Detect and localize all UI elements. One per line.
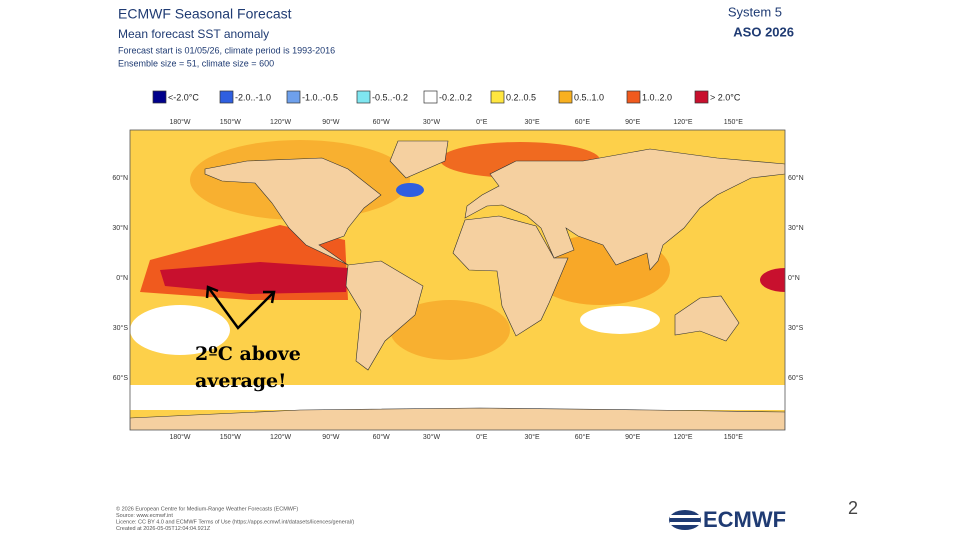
footer-line: Created at 2026-05-05T12:04:04.921Z xyxy=(116,526,211,532)
lon-label: 60°W xyxy=(373,118,391,126)
footer-line: Licence: CC BY 4.0 and ECMWF Terms of Us… xyxy=(116,519,354,525)
legend-label: > 2.0°C xyxy=(710,92,741,102)
lon-label: 90°W xyxy=(322,433,340,441)
ensemble-info: Ensemble size = 51, climate size = 600 xyxy=(118,58,274,68)
annotation-arrows xyxy=(205,285,276,330)
legend-swatch xyxy=(219,90,234,104)
legend-swatch xyxy=(423,90,438,104)
footer-line: © 2026 European Centre for Medium-Range … xyxy=(116,505,298,512)
title: ECMWF Seasonal Forecast xyxy=(118,6,292,22)
land xyxy=(130,140,785,430)
lon-label: 180°W xyxy=(169,433,190,441)
lat-label: 30°S xyxy=(788,324,804,332)
lat-label: 0°N xyxy=(116,274,128,282)
lon-label: 90°E xyxy=(625,118,641,126)
lon-label: 150°E xyxy=(724,433,743,441)
lat-label: 60°N xyxy=(112,174,128,182)
lon-label: 60°W xyxy=(373,433,391,441)
lon-label: 30°W xyxy=(423,433,441,441)
lon-label: 90°W xyxy=(322,118,340,126)
legend-swatch xyxy=(694,90,709,104)
anomaly-area xyxy=(390,300,510,360)
legend-swatch xyxy=(626,90,641,104)
lat-label: 60°S xyxy=(113,374,129,382)
anomaly-area xyxy=(760,268,785,292)
legend-label: <-2.0°C xyxy=(168,92,199,102)
lon-label: 60°E xyxy=(575,118,591,126)
legend-swatch xyxy=(356,90,371,104)
system: System 5 xyxy=(728,4,782,19)
lon-label: 150°W xyxy=(220,118,241,126)
legend-label: -2.0..-1.0 xyxy=(235,92,271,102)
legend-label: -0.5..-0.2 xyxy=(372,92,408,102)
lon-label: 150°W xyxy=(220,433,241,441)
lon-label: 120°E xyxy=(673,433,692,441)
page-number: 2 xyxy=(848,498,858,518)
lon-label: 30°W xyxy=(423,118,441,126)
logo-text: ECMWF xyxy=(703,507,786,532)
anomaly-area xyxy=(130,385,785,410)
lat-label: 60°N xyxy=(788,174,804,182)
forecast-info: Forecast start is 01/05/26, climate peri… xyxy=(118,45,335,55)
lat-label: 0°N xyxy=(788,274,800,282)
anomaly-area xyxy=(580,306,660,334)
lat-labels: 60°N 60°N 30°N 30°N 0°N 0°N 30°S 30°S 60°S 60°S xyxy=(112,174,803,382)
footer-line: Source: www.ecmwf.int xyxy=(116,513,173,519)
legend-swatch xyxy=(490,90,505,104)
lon-label: 0°E xyxy=(476,433,488,441)
legend-label: -1.0..-0.5 xyxy=(302,92,338,102)
lon-label: 90°E xyxy=(625,433,641,441)
lon-label: 120°W xyxy=(270,433,291,441)
lon-label: 180°W xyxy=(169,118,190,126)
lat-label: 30°N xyxy=(788,224,804,232)
legend-label: 0.2..0.5 xyxy=(506,92,536,102)
footer: © 2026 European Centre for Medium-Range … xyxy=(116,505,354,532)
lat-label: 30°S xyxy=(113,324,129,332)
annotation: 2ºC above xyxy=(195,343,301,365)
lon-label: 120°E xyxy=(673,118,692,126)
lon-label: 120°W xyxy=(270,118,291,126)
lon-label: 30°E xyxy=(524,118,540,126)
legend: <-2.0°C -2.0..-1.0 -1.0..-0.5 -0.5..-0.2 -0.… xyxy=(152,90,741,104)
lon-labels: 180°W 180°W 150°W 150°W 120°W 120°W 90°W 90°W 60… xyxy=(169,118,743,441)
legend-swatch xyxy=(286,90,301,104)
anomaly-area xyxy=(130,305,230,355)
legend-label: 0.5..1.0 xyxy=(574,92,604,102)
logo: ECMWF xyxy=(669,507,786,532)
lon-label: 0°E xyxy=(476,118,488,126)
annotation: average! xyxy=(195,370,286,392)
lon-label: 30°E xyxy=(524,433,540,441)
legend-label: -0.2..0.2 xyxy=(439,92,472,102)
lon-label: 60°E xyxy=(575,433,591,441)
lat-label: 30°N xyxy=(112,224,128,232)
lat-label: 60°S xyxy=(788,374,804,382)
lon-label: 150°E xyxy=(724,118,743,126)
anomaly-area xyxy=(396,183,424,197)
legend-swatch xyxy=(558,90,573,104)
map-frame xyxy=(129,129,786,431)
period: ASO 2026 xyxy=(733,24,794,39)
subtitle: Mean forecast SST anomaly xyxy=(118,27,269,41)
map: 180°W 180°W 150°W 150°W 120°W 120°W 90°W 90°W 60… xyxy=(112,118,803,441)
legend-label: 1.0..2.0 xyxy=(642,92,672,102)
legend-swatch xyxy=(152,90,167,104)
